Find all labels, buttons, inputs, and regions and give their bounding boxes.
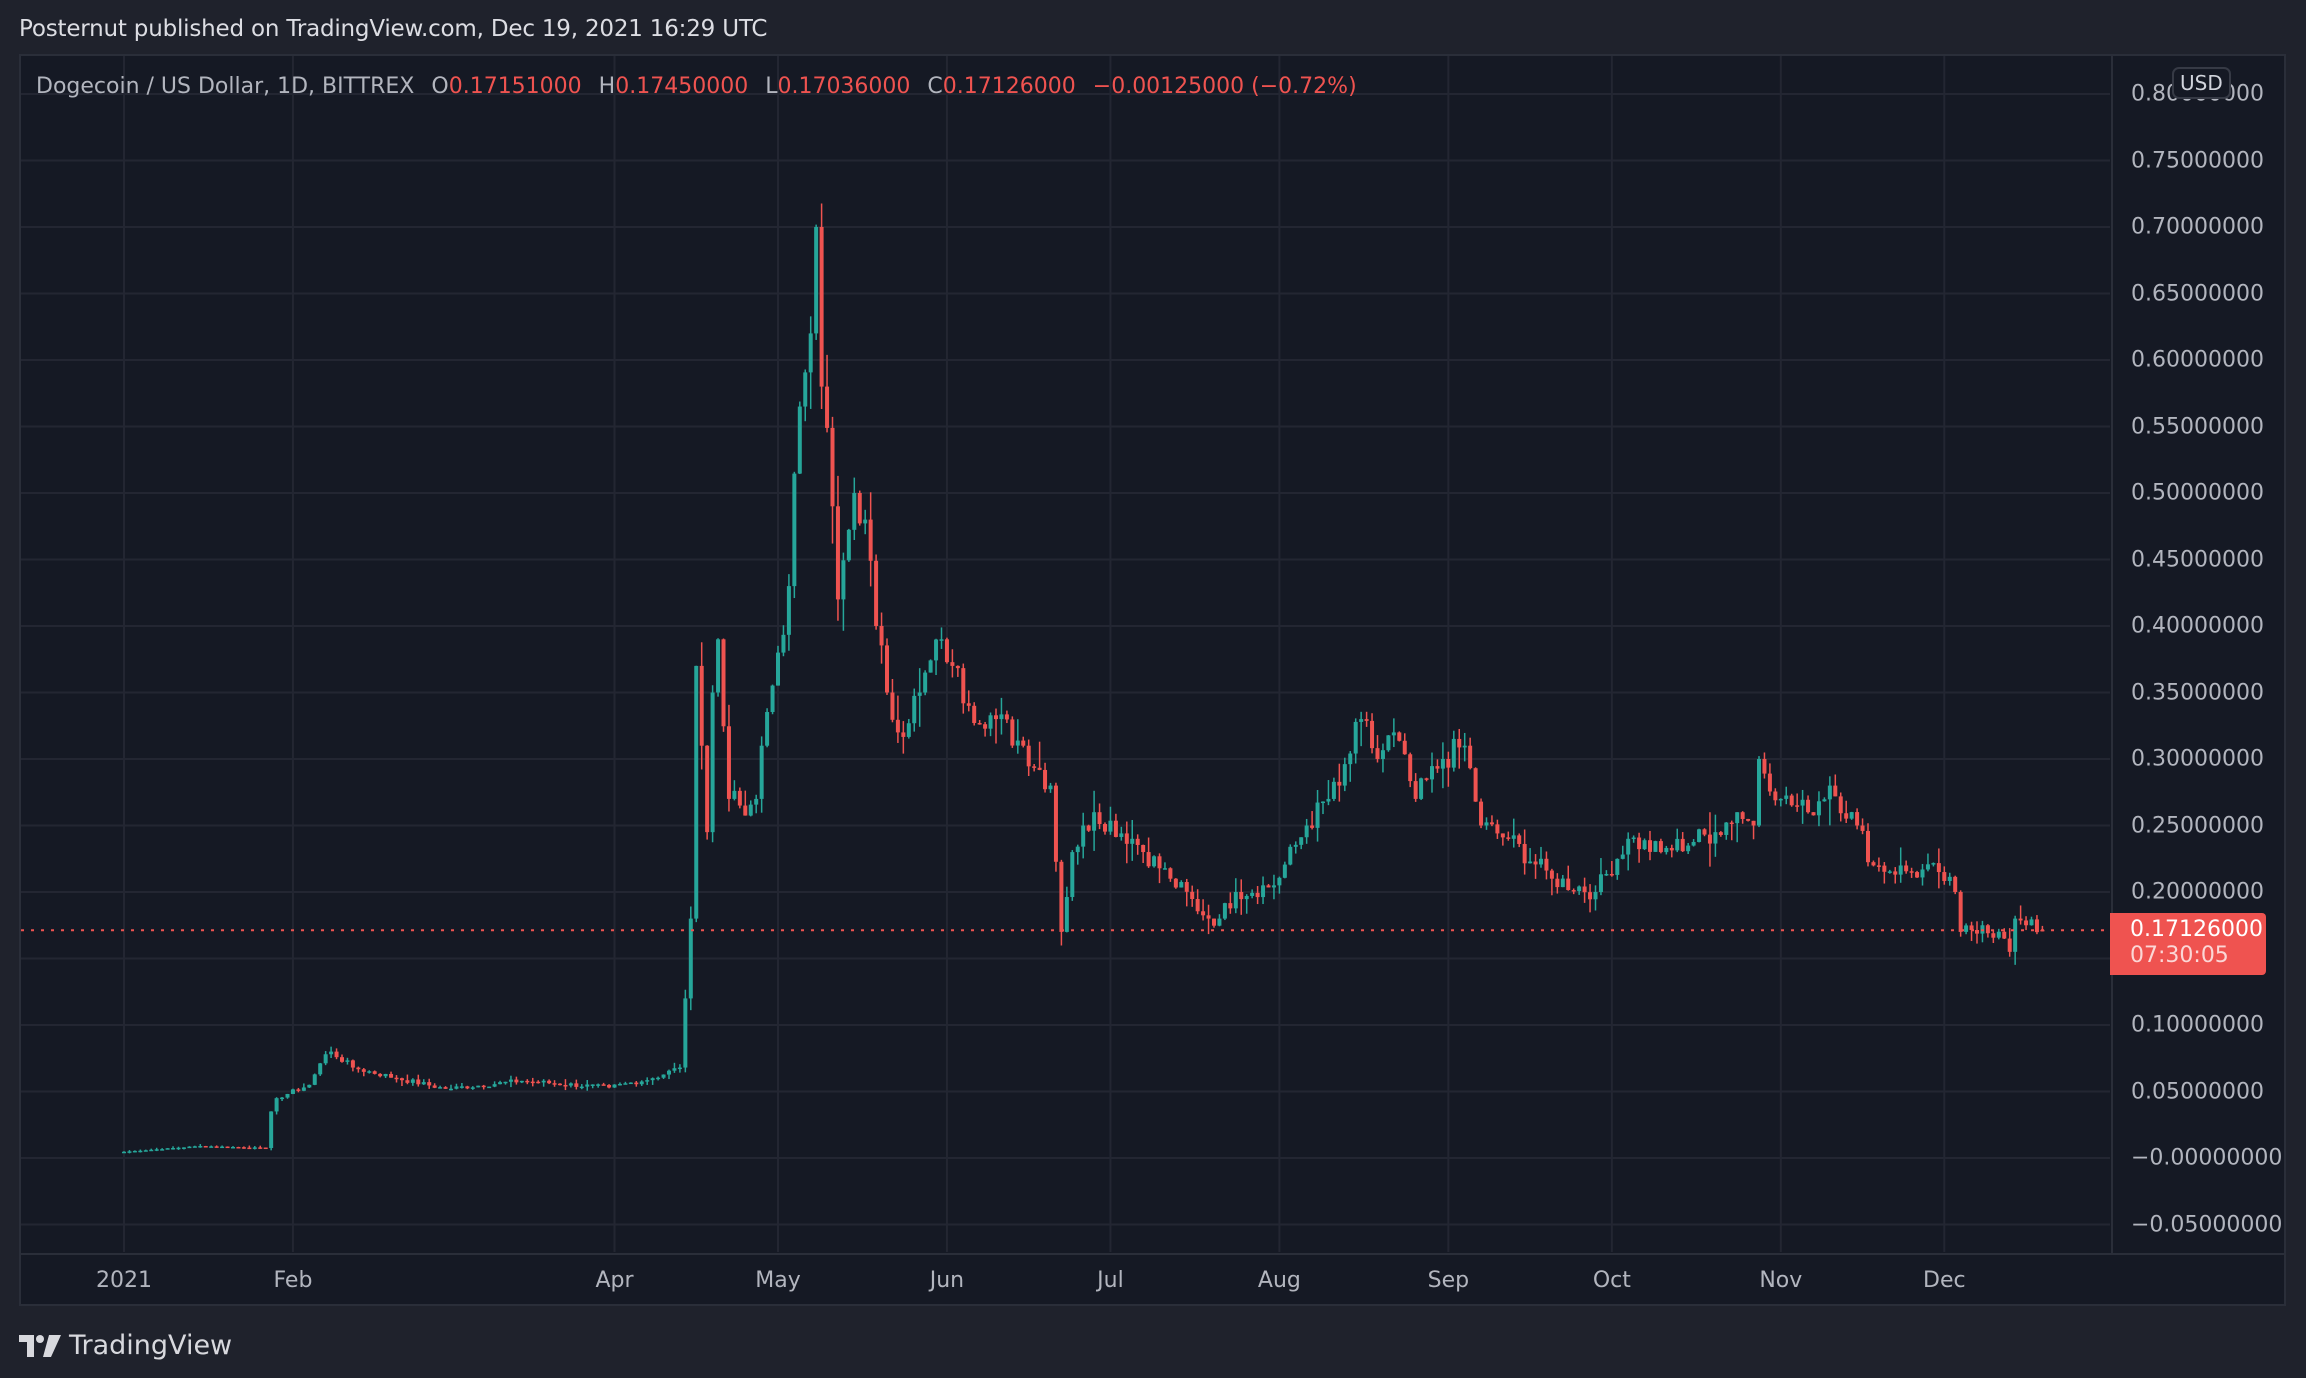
high-label: H [598,74,616,99]
close-value: 0.17126000 [942,74,1076,99]
candles [122,203,2045,1154]
ohlc-legend: Dogecoin / US Dollar, 1D, BITTREX O0.171… [36,74,1357,99]
close-label: C [927,74,943,99]
time-tick: Sep [1427,1268,1470,1293]
time-tick: 2021 [96,1268,152,1293]
price-tick: 0.55000000 [2131,414,2264,439]
last-price-value: 0.17126000 [2130,917,2263,942]
price-tick: 0.40000000 [2131,613,2264,639]
last-price-label: 0.17126000 07:30:05 [2110,913,2266,975]
published-caption: Posternut published on TradingView.com, … [19,16,768,42]
price-tick: 0.05000000 [2131,1079,2264,1104]
low-value: 0.17036000 [777,74,911,99]
price-tick: 0.10000000 [2131,1012,2264,1038]
time-tick: Nov [1759,1268,1803,1293]
time-tick: Apr [595,1268,634,1293]
price-tick: 0.35000000 [2131,680,2264,705]
symbol-title[interactable]: Dogecoin / US Dollar, 1D, BITTREX [36,74,415,99]
chart-frame [19,54,2286,1306]
time-axis[interactable] [19,1253,2286,1306]
bar-countdown: 07:30:05 [2130,943,2229,968]
change-value: −0.00125000 (−0.72%) [1092,74,1357,99]
price-tick: 0.70000000 [2131,214,2264,240]
price-tick: 0.60000000 [2131,347,2264,373]
time-tick: Jun [929,1268,965,1293]
price-tick: 0.30000000 [2131,746,2264,772]
open-label: O [431,74,449,99]
price-tick: 0.45000000 [2131,547,2264,572]
price-tick: 0.25000000 [2131,813,2264,838]
price-tick: −0.00000000 [2131,1145,2283,1171]
brand-name: TradingView [69,1330,233,1361]
currency-badge[interactable]: USD [2172,67,2231,99]
low-label: L [765,74,778,99]
price-tick: 0.65000000 [2131,281,2264,306]
price-tick: 0.50000000 [2131,480,2264,506]
price-tick: −0.05000000 [2131,1212,2283,1237]
tradingview-logo[interactable]: TradingView [19,1330,232,1361]
price-tick: 0.20000000 [2131,879,2264,905]
time-tick: Dec [1923,1268,1966,1293]
time-tick: Feb [273,1268,313,1293]
tradingview-logo-icon [19,1334,61,1357]
time-tick: May [755,1268,801,1293]
time-tick: Oct [1592,1268,1631,1293]
open-value: 0.17151000 [448,74,582,99]
price-axis[interactable] [2111,54,2286,1253]
high-value: 0.17450000 [615,74,749,99]
price-tick: 0.75000000 [2131,148,2264,173]
time-tick: Aug [1257,1268,1301,1293]
time-tick: Jul [1097,1268,1124,1293]
